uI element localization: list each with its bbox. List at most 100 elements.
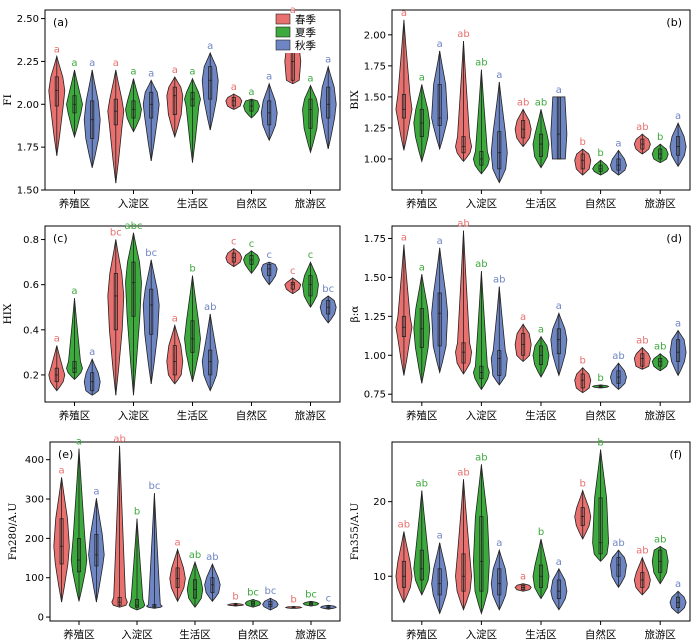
violin-box [676, 136, 681, 156]
significance-letter: ab [612, 538, 624, 549]
violin-box [461, 553, 466, 592]
y-tick-label: 1.00 [364, 351, 386, 362]
significance-letter: ab [416, 478, 428, 489]
x-category-label: 生活区 [177, 197, 209, 210]
significance-letter: b [134, 507, 140, 518]
violin-box [190, 320, 195, 353]
y-axis-label: Fn355/A.U [349, 503, 361, 561]
panel-2: 1.001.251.501.752.00BIX(b)养殖区aaa入淀区ababa… [349, 8, 691, 210]
violin-box [113, 98, 118, 126]
violin-box [437, 84, 442, 126]
violin-box [231, 97, 236, 107]
y-tick-label: 1.75 [364, 234, 386, 245]
violin-box [94, 534, 99, 567]
significance-letter: a [437, 39, 443, 50]
y-tick-label: 200 [25, 534, 44, 545]
y-axis-label: HIX [2, 303, 14, 324]
x-category-label: 自然区 [585, 628, 617, 641]
significance-letter: c [326, 593, 332, 604]
panel-label: (d) [666, 232, 682, 245]
y-tick-label: 0.6 [23, 280, 39, 291]
x-category-label: 自然区 [236, 409, 268, 422]
significance-letter: b [580, 137, 586, 148]
legend-swatch [275, 13, 291, 25]
violin-box [72, 360, 77, 374]
y-tick-label: 1.50 [364, 273, 386, 284]
violin-box [538, 133, 544, 157]
significance-letter: a [675, 318, 681, 329]
violin-box [419, 549, 424, 581]
y-tick-label: 0.4 [23, 325, 39, 336]
significance-letter: a [93, 486, 99, 497]
significance-letter: a [556, 85, 562, 96]
x-category-label: 入淀区 [118, 197, 150, 210]
significance-letter: bc [145, 248, 157, 259]
significance-letter: a [419, 72, 425, 83]
y-tick-label: 1.75 [364, 61, 386, 72]
significance-letter: ab [457, 219, 469, 230]
significance-letter: bc [110, 228, 122, 239]
significance-letter: ab [189, 550, 201, 561]
significance-letter: a [496, 538, 502, 549]
y-tick-label: 1.00 [364, 154, 386, 165]
significance-letter: b [189, 264, 195, 275]
x-category-label: 自然区 [585, 409, 617, 422]
significance-letter: a [175, 537, 181, 548]
x-category-label: 旅游区 [644, 628, 676, 641]
x-category-label: 养殖区 [59, 197, 91, 210]
violin-box [437, 292, 442, 347]
significance-letter: ab [206, 552, 218, 563]
violin-box [135, 598, 139, 608]
significance-letter: c [249, 239, 255, 250]
significance-letter: a [556, 557, 562, 568]
violin-box [479, 516, 484, 592]
violin-box [401, 315, 406, 337]
significance-letter: a [59, 465, 65, 476]
violin-box [149, 288, 154, 335]
significance-letter: a [248, 87, 254, 98]
x-category-label: 入淀区 [466, 409, 498, 422]
violin-box [77, 537, 81, 573]
x-category-label: 生活区 [177, 409, 209, 422]
significance-letter: bc [247, 587, 259, 598]
significance-letter: a [76, 437, 82, 448]
violin-box [497, 131, 502, 170]
significance-letter: c [231, 237, 237, 248]
significance-letter: a [496, 70, 502, 81]
significance-letter: b [657, 132, 663, 143]
significance-letter: ab [612, 351, 624, 362]
y-tick-label: 1.25 [364, 123, 386, 134]
panel-5: 0100200300400Fn280/A.U(e)养殖区aaa入淀区abbbc生… [7, 434, 341, 641]
significance-letter: bc [305, 589, 317, 600]
violin-box [598, 497, 603, 555]
legend-swatch [275, 26, 291, 38]
significance-letter: c [266, 250, 272, 261]
significance-letter: a [437, 236, 443, 247]
significance-letter: a [89, 58, 95, 69]
violin-box [419, 308, 424, 348]
panel-label: (a) [53, 16, 68, 29]
violin-box [479, 151, 484, 166]
significance-letter: ab [517, 97, 529, 108]
violin-box [580, 373, 585, 389]
x-category-label: 旅游区 [644, 409, 676, 422]
significance-letter: a [401, 233, 407, 244]
significance-letter: a [419, 262, 425, 273]
significance-letter: ab [475, 58, 487, 69]
significance-letter: a [172, 65, 178, 76]
violin-box [54, 76, 59, 107]
y-axis-label: β:α [349, 306, 361, 323]
significance-letter: a [71, 58, 77, 69]
significance-letter: a [231, 82, 237, 93]
significance-letter: bc [148, 481, 160, 492]
significance-letter: a [207, 41, 213, 52]
significance-letter: ab [475, 452, 487, 463]
significance-letter: abc [125, 221, 143, 232]
x-category-label: 生活区 [525, 197, 557, 210]
significance-letter: ab [654, 534, 666, 545]
y-tick-label: 0.2 [23, 370, 39, 381]
significance-letter: a [401, 8, 407, 19]
violin-box [556, 579, 561, 600]
